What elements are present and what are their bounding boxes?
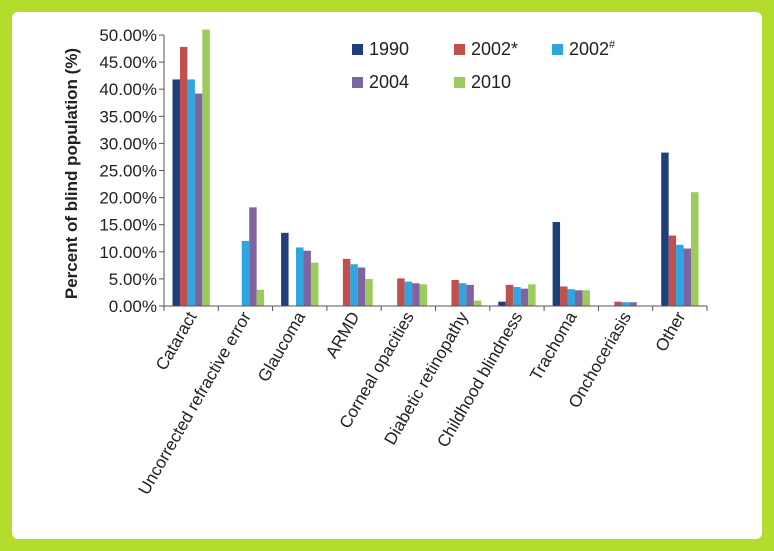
y-axis-ticks: 0.00% 5.00% 10.00% 15.00% 20.00% 25.00% 30.00%… [99,26,164,316]
bar [520,288,529,306]
y-tick-label: 10.00% [99,243,157,262]
bar [505,284,514,306]
legend-swatch [352,44,363,55]
legend-label: 2010 [471,72,511,92]
bar [683,248,692,306]
bar [629,302,637,306]
bar [458,283,467,306]
bar [187,79,195,306]
bar [342,258,351,306]
bar-chart: Percent of blind population (%) 0.00% 5.0… [62,26,708,498]
legend-swatch [352,77,363,88]
bar [466,284,474,306]
bar [281,232,289,306]
bar [419,284,427,306]
legend-swatch [454,44,465,55]
bar [179,46,188,306]
legend-label: 2002* [471,39,518,59]
x-tick-label: ARMD [322,309,363,362]
legend-label: 2002# [569,39,616,59]
bar [350,264,358,306]
bar [574,290,583,306]
bar [256,289,265,306]
y-tick-label: 15.00% [99,216,157,235]
y-tick-label: 0.00% [109,297,157,316]
y-tick-label: 35.00% [99,107,157,126]
bar [661,152,669,306]
legend: 1990 2002* 2002# 2004 2010 [352,39,616,92]
bar [498,301,506,306]
bar [241,240,250,306]
bar [296,247,304,306]
bar [560,286,568,306]
bar [552,221,561,306]
bar [528,284,536,306]
y-tick-label: 50.00% [99,26,157,45]
bar [691,192,699,306]
bar [365,278,373,306]
legend-label: 2004 [369,72,409,92]
y-tick-label: 25.00% [99,162,157,181]
x-tick-label: Trachoma [526,308,581,384]
y-tick-label: 40.00% [99,80,157,99]
bar [621,302,630,306]
bar [397,278,405,306]
bar [473,300,482,306]
x-tick-label: Uncorrected refractive error [135,308,256,498]
bar [513,287,521,306]
y-axis-title: Percent of blind population (%) [62,48,81,299]
y-tick-label: 30.00% [99,134,157,153]
x-tick-label: Cataract [152,308,201,373]
bar [582,290,590,306]
bar [249,207,257,306]
bar [676,244,684,306]
bar [451,279,459,306]
bar [202,29,210,307]
bar [194,93,203,306]
legend-swatch [552,44,563,55]
legend-label: 1990 [369,39,409,59]
bar [668,235,677,306]
bar [404,281,413,306]
bar [567,289,575,306]
chart-frame: Percent of blind population (%) 0.00% 5.0… [12,12,762,539]
bar [357,267,366,306]
y-axis-label: Percent of blind population (%) [62,48,81,299]
bar [412,283,420,306]
bar [172,79,180,306]
y-tick-label: 20.00% [99,189,157,208]
legend-swatch [454,77,465,88]
x-tick-label: Glaucoma [254,308,309,385]
bar [310,262,319,306]
axes [163,35,708,311]
y-tick-label: 5.00% [109,270,157,289]
bar [303,250,311,306]
bars [172,29,699,307]
x-tick-label: Other [652,308,690,355]
y-tick-label: 45.00% [99,53,157,72]
bar [614,301,622,306]
